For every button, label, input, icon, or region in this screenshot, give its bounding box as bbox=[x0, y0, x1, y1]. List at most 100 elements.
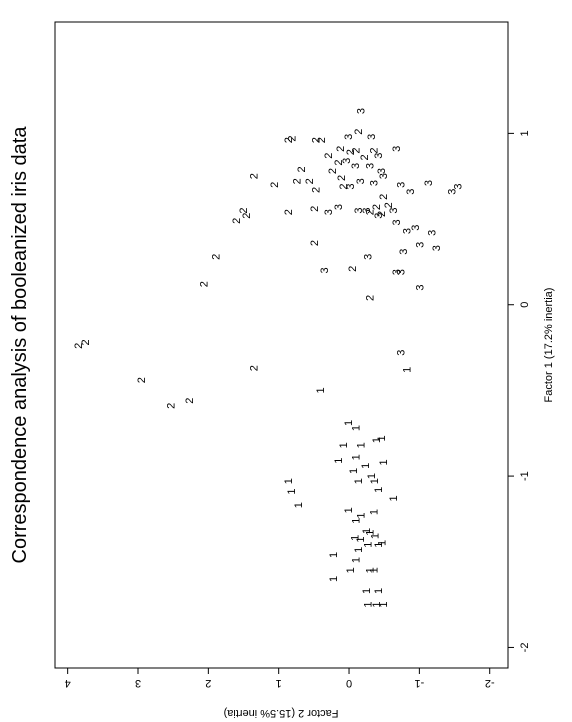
point-label: 1 bbox=[373, 487, 385, 493]
point-label: 1 bbox=[349, 535, 361, 541]
point-label: 1 bbox=[370, 533, 382, 539]
point-label: 2 bbox=[199, 281, 211, 287]
y-tick-label: 3 bbox=[135, 677, 141, 689]
point-label: 2 bbox=[211, 254, 223, 260]
point-label: 1 bbox=[353, 478, 365, 484]
point-label: 2 bbox=[311, 187, 323, 193]
point-label: 2 bbox=[249, 173, 261, 179]
point-label: 1 bbox=[283, 478, 295, 484]
point-label: 1 bbox=[351, 454, 363, 460]
point-label: 3 bbox=[427, 230, 439, 236]
point-label: 2 bbox=[311, 137, 323, 143]
point-label: 1 bbox=[376, 435, 388, 441]
point-label: 2 bbox=[365, 209, 377, 215]
point-label: 3 bbox=[423, 180, 435, 186]
point-label: 1 bbox=[371, 437, 383, 443]
point-label: 1 bbox=[333, 458, 345, 464]
point-label: 1 bbox=[365, 567, 377, 573]
point-label: 2 bbox=[283, 137, 295, 143]
point-label: 3 bbox=[373, 153, 385, 159]
point-label: 2 bbox=[371, 204, 383, 210]
y-tick-label: 2 bbox=[205, 677, 211, 689]
point-label: 3 bbox=[341, 158, 353, 164]
y-tick-label: -1 bbox=[414, 677, 424, 689]
point-label: 3 bbox=[391, 269, 403, 275]
point-label: 1 bbox=[351, 425, 363, 431]
point-label: 1 bbox=[373, 588, 385, 594]
point-label: 1 bbox=[401, 367, 413, 373]
point-label: 2 bbox=[327, 168, 339, 174]
point-label: 3 bbox=[363, 254, 375, 260]
y-tick-label: -2 bbox=[485, 677, 495, 689]
plot-frame bbox=[54, 21, 509, 669]
point-label: 2 bbox=[166, 403, 178, 409]
point-label: 1 bbox=[368, 567, 380, 573]
point-label: 3 bbox=[396, 182, 408, 188]
point-label: 1 bbox=[348, 468, 360, 474]
point-label: 2 bbox=[287, 135, 299, 141]
point-label: 3 bbox=[396, 350, 408, 356]
point-label: 1 bbox=[373, 542, 385, 548]
point-label: 3 bbox=[398, 249, 410, 255]
point-label: 1 bbox=[356, 512, 368, 518]
point-label: 3 bbox=[319, 267, 331, 273]
point-label: 3 bbox=[343, 134, 355, 140]
point-label: 2 bbox=[316, 137, 328, 143]
plot-group: Correspondence analysis of booleanized i… bbox=[9, 21, 555, 719]
point-label: 1 bbox=[345, 567, 357, 573]
point-label: 3 bbox=[333, 204, 345, 210]
point-label: 3 bbox=[401, 228, 413, 234]
point-label: 1 bbox=[360, 463, 372, 469]
point-label: 2 bbox=[249, 365, 261, 371]
point-label: 1 bbox=[363, 542, 375, 548]
point-label: 1 bbox=[369, 478, 381, 484]
point-label: 1 bbox=[343, 420, 355, 426]
point-label: 1 bbox=[361, 528, 373, 534]
y-axis-label: Factor 2 (15.5% inertia) bbox=[224, 707, 339, 719]
point-label: 2 bbox=[238, 207, 250, 213]
point-label: 3 bbox=[323, 209, 335, 215]
point-label: 3 bbox=[373, 213, 385, 219]
point-label: 1 bbox=[378, 459, 390, 465]
point-label: 2 bbox=[269, 182, 281, 188]
point-label: 3 bbox=[391, 219, 403, 225]
point-label: 2 bbox=[347, 266, 359, 272]
point-label: 2 bbox=[378, 194, 390, 200]
x-tick-label: 0 bbox=[519, 302, 531, 308]
point-label: 2 bbox=[184, 398, 196, 404]
point-label: 3 bbox=[366, 134, 378, 140]
point-label: 3 bbox=[365, 163, 377, 169]
point-label: 2 bbox=[338, 183, 350, 189]
x-tick-label: -1 bbox=[519, 471, 531, 481]
point-label: 2 bbox=[359, 154, 371, 160]
point-label: 3 bbox=[361, 207, 373, 213]
point-label: 1 bbox=[328, 576, 340, 582]
point-label: 3 bbox=[405, 189, 417, 195]
point-label: 1 bbox=[363, 602, 375, 608]
point-label: 1 bbox=[388, 495, 400, 501]
point-label: 2 bbox=[335, 146, 347, 152]
x-axis-label: Factor 1 (17.2% inertia) bbox=[543, 288, 555, 403]
point-label: 3 bbox=[378, 173, 390, 179]
point-label: 2 bbox=[345, 149, 357, 155]
point-label: 2 bbox=[283, 209, 295, 215]
point-label: 2 bbox=[296, 166, 308, 172]
point-label: 3 bbox=[376, 168, 388, 174]
point-label: 3 bbox=[388, 207, 400, 213]
point-label: 1 bbox=[353, 547, 365, 553]
point-label: 2 bbox=[304, 178, 316, 184]
point-label: 2 bbox=[241, 213, 253, 219]
x-tick-label: 1 bbox=[519, 130, 531, 136]
point-label: 1 bbox=[355, 536, 367, 542]
point-label: 1 bbox=[365, 530, 377, 536]
point-label: 1 bbox=[378, 602, 390, 608]
point-label: 1 bbox=[371, 602, 383, 608]
y-tick-label: 0 bbox=[346, 677, 352, 689]
point-label: 2 bbox=[309, 240, 321, 246]
point-label: 3 bbox=[355, 178, 367, 184]
point-label: 3 bbox=[345, 183, 357, 189]
point-label: 2 bbox=[353, 129, 365, 135]
point-label: 3 bbox=[431, 245, 443, 251]
point-label: 1 bbox=[351, 518, 363, 524]
point-label: 2 bbox=[368, 147, 380, 153]
